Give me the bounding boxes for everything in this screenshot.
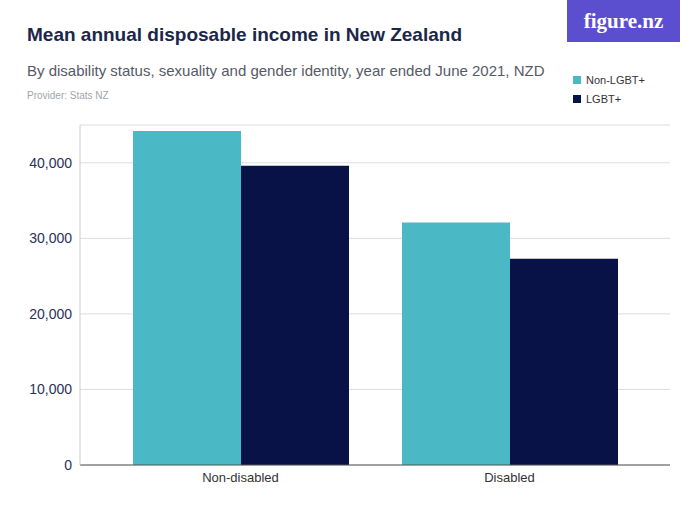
svg-text:20,000: 20,000 <box>29 306 72 322</box>
html-text:Non-LGBT+: Non-LGBT+ <box>586 73 645 86</box>
svg-text:Non-disabled: Non-disabled <box>202 470 279 485</box>
svg-text:30,000: 30,000 <box>29 230 72 246</box>
html-text:Mean annual disposable income: Mean annual disposable income in New Zea… <box>27 24 462 45</box>
svg-text:10,000: 10,000 <box>29 381 72 397</box>
svg-text:0: 0 <box>64 457 72 473</box>
html-text:figure.nz: figure.nz <box>583 8 664 33</box>
svg-text:40,000: 40,000 <box>29 155 72 171</box>
html-text:Provider: Stats NZ: Provider: Stats NZ <box>27 90 109 101</box>
svg-text:Disabled: Disabled <box>484 470 535 485</box>
html-text:By disability status, sexualit: By disability status, sexuality and gend… <box>27 62 545 79</box>
html-text:LGBT+: LGBT+ <box>586 92 622 105</box>
